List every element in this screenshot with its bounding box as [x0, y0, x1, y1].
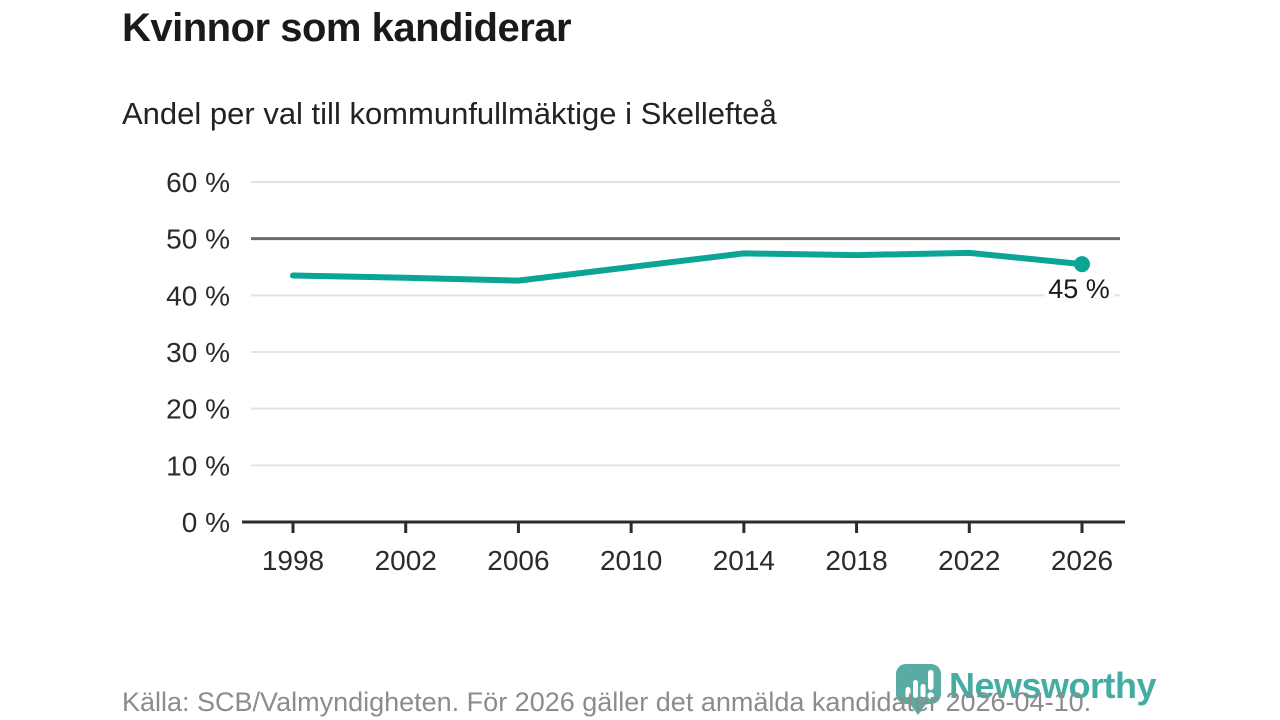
y-axis-label: 50 % — [166, 224, 230, 255]
end-value-label: 45 % — [1044, 274, 1114, 306]
x-axis-label: 2002 — [375, 545, 437, 576]
newsworthy-logo-icon — [896, 664, 941, 715]
y-axis-label: 10 % — [166, 450, 230, 481]
x-axis-label: 2014 — [713, 545, 775, 576]
chart-title: Kvinnor som kandiderar — [122, 6, 572, 50]
y-axis-label: 60 % — [166, 167, 230, 198]
y-axis-label: 30 % — [166, 337, 230, 368]
x-axis-label: 2026 — [1051, 545, 1113, 576]
end-point-marker — [1074, 256, 1090, 273]
x-axis-label: 2006 — [487, 545, 549, 576]
newsworthy-logo-text: Newsworthy — [949, 665, 1157, 706]
source-note: Källa: SCB/Valmyndigheten. För 2026 gäll… — [122, 687, 1092, 717]
y-axis-label: 40 % — [166, 280, 230, 311]
x-axis-label: 2022 — [938, 545, 1000, 576]
y-axis-label: 20 % — [166, 394, 230, 425]
newsworthy-logo: Newsworthy — [895, 663, 1157, 716]
x-axis-label: 2010 — [600, 545, 662, 576]
x-axis-label: 2018 — [825, 545, 887, 576]
x-axis-label: 1998 — [262, 545, 324, 576]
y-axis-label: 0 % — [182, 507, 230, 538]
data-line — [290, 249, 1085, 284]
chart-subtitle: Andel per val till kommunfullmäktige i S… — [122, 96, 777, 131]
